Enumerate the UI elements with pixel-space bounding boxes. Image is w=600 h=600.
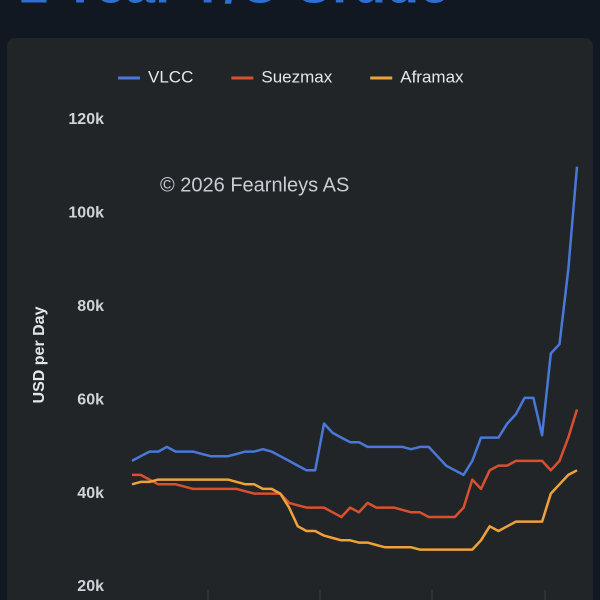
- page-title: 1 Year T/C Crude: [18, 0, 449, 14]
- legend-label: VLCC: [148, 67, 193, 86]
- y-tick-label: 20k: [77, 578, 104, 595]
- y-tick-label: 80k: [77, 298, 104, 315]
- y-tick-label: 60k: [77, 391, 104, 408]
- series-line: [132, 409, 579, 519]
- y-tick-label: 40k: [77, 485, 104, 502]
- watermark: © 2026 Fearnleys AS: [160, 174, 349, 196]
- series-line: [131, 469, 578, 551]
- y-tick-label: 100k: [68, 205, 104, 222]
- card: [7, 38, 593, 600]
- x-axis-ticks: [207, 590, 546, 600]
- series-line: [131, 166, 579, 477]
- y-axis-label: USD per Day: [31, 306, 48, 403]
- legend-label: Aframax: [400, 67, 464, 86]
- y-tick-label: 120k: [68, 111, 104, 128]
- legend-label: Suezmax: [261, 67, 332, 86]
